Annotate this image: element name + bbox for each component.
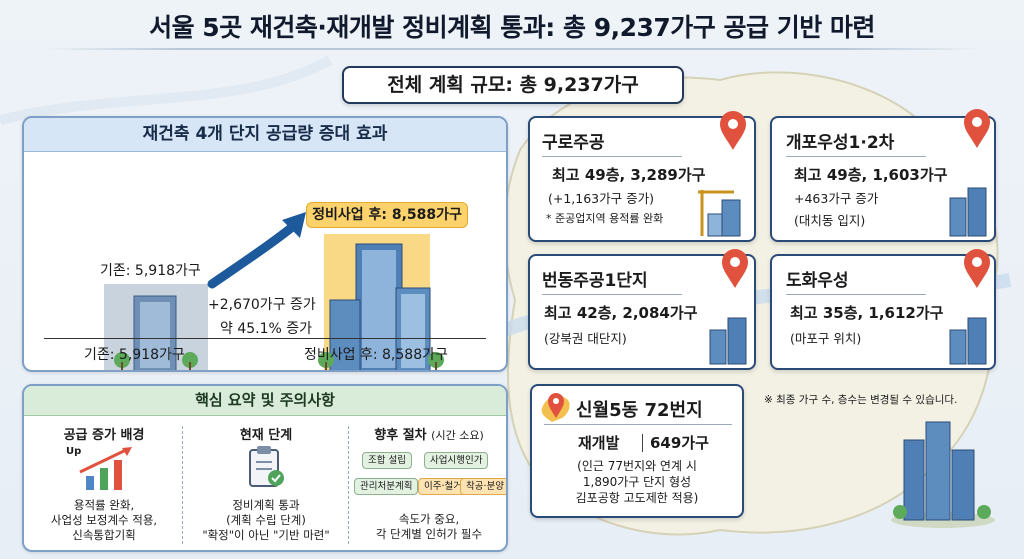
crane-building-icon xyxy=(698,190,741,237)
card-vertical-divider xyxy=(642,434,643,452)
project-card-beondong: 번동주공1단지 최고 42층, 2,084가구 (강북권 대단지) xyxy=(528,249,756,370)
project-name: 구로주공 xyxy=(542,133,605,153)
step-construction: 착공·분양 xyxy=(460,478,506,495)
increase-units-text: +2,670가구 증가 xyxy=(208,297,316,313)
project-detail: +463가구 증가 xyxy=(794,191,879,206)
project-detail: (강북권 대단지) xyxy=(544,331,627,346)
project-units: 649가구 xyxy=(650,434,709,452)
total-scale-box: 전체 계획 규모: 총 9,237가구 xyxy=(342,66,684,104)
step-relocation: 이주·철거 xyxy=(418,478,468,495)
stage-col-title: 현재 단계 xyxy=(239,428,293,443)
summary-panel: 핵심 요약 및 주의사항 공급 증가 배경 Up 용적률 완화, 사업성 보정계… xyxy=(22,384,508,552)
background-line-3: 신속통합기획 xyxy=(72,528,136,542)
city-buildings-icon xyxy=(891,421,995,528)
effect-baseline xyxy=(44,338,486,339)
building-icon xyxy=(949,187,987,237)
supply-effect-panel: 재건축 4개 단지 공급량 증대 효과 xyxy=(22,116,508,372)
summary-divider-1 xyxy=(182,426,183,544)
map-pin-icon xyxy=(722,249,748,288)
increase-percent-text: 약 45.1% 증가 xyxy=(220,321,313,337)
project-card-sinwol: 신월5동 72번지 재개발 649가구 (인근 77번지와 연계 시 1,890… xyxy=(530,384,744,518)
card-divider xyxy=(542,294,682,295)
building-icon xyxy=(709,317,747,365)
background-line-2: 사업성 보정계수 적용, xyxy=(50,513,158,527)
project-line-2: 1,890가구 단지 형성 xyxy=(582,475,692,489)
increase-arrow-icon xyxy=(207,212,306,289)
supply-effect-illustration xyxy=(104,212,444,370)
procedure-col-title: 향후 절차 (시간 소요) xyxy=(354,424,504,443)
project-name: 개포우성1·2차 xyxy=(786,133,895,153)
project-type: 재개발 xyxy=(578,434,620,452)
step-union: 조합 설립 xyxy=(362,452,412,469)
supply-effect-heading: 재건축 4개 단지 공급량 증대 효과 xyxy=(24,118,506,152)
map-pin-icon xyxy=(964,249,990,288)
project-summary: 최고 35층, 1,612가구 xyxy=(790,304,944,322)
project-note: (대치동 입지) xyxy=(794,213,866,228)
up-label: Up xyxy=(66,446,82,457)
project-detail: (마포구 위치) xyxy=(790,331,862,346)
summary-heading: 핵심 요약 및 주의사항 xyxy=(24,386,506,416)
map-pin-icon xyxy=(964,109,990,148)
after-units-badge: 정비사업 후: 8,588가구 xyxy=(306,202,468,228)
map-pin-icon xyxy=(720,111,746,150)
bottom-before-label: 기존: 5,918가구 xyxy=(84,347,185,363)
step-approval: 사업시행인가 xyxy=(424,452,489,469)
procedure-title-text: 향후 절차 xyxy=(374,428,427,443)
project-name: 신월5동 72번지 xyxy=(576,400,703,421)
project-name: 번동주공1단지 xyxy=(542,271,648,291)
project-card-guro: 구로주공 최고 49층, 3,289가구 (+1,163가구 증가) * 준공업… xyxy=(528,111,756,242)
project-detail: (+1,163가구 증가) xyxy=(548,191,654,206)
map-pin-icon xyxy=(541,393,570,422)
background-col-title: 공급 증가 배경 xyxy=(63,428,145,443)
procedure-line-2: 각 단계별 인허가 필수 xyxy=(375,527,483,541)
step-management: 관리처분계획 xyxy=(354,478,419,495)
project-line-3: 김포공항 고도제한 적용) xyxy=(575,491,699,505)
title-divider xyxy=(40,48,984,50)
card-divider xyxy=(786,156,926,157)
before-building-icon xyxy=(114,295,198,370)
project-name: 도화우성 xyxy=(786,271,849,291)
summary-divider-2 xyxy=(348,426,349,544)
page-title: 서울 5곳 재건축·재개발 정비계획 통과: 총 9,237가구 공급 기반 마… xyxy=(149,13,875,42)
after-building-cluster-icon xyxy=(318,243,444,370)
procedure-line-1: 속도가 중요, xyxy=(398,512,460,526)
project-summary: 최고 49층, 1,603가구 xyxy=(794,166,948,184)
before-units-label: 기존: 5,918가구 xyxy=(100,263,201,279)
stage-line-2: (계획 수립 단계) xyxy=(226,513,306,527)
stage-line-3: "확정"이 아닌 "기반 마련" xyxy=(202,528,330,542)
card-divider xyxy=(786,294,926,295)
card-divider xyxy=(542,156,682,157)
procedure-title-sub: (시간 소요) xyxy=(431,429,484,442)
project-summary: 최고 42층, 2,084가구 xyxy=(544,304,698,322)
project-note: * 준공업지역 용적률 완화 xyxy=(546,212,664,225)
card-divider xyxy=(544,424,732,425)
stage-line-1: 정비계획 통과 xyxy=(232,498,300,512)
bottom-after-label: 정비사업 후: 8,588가구 xyxy=(304,347,448,363)
background-line-1: 용적률 완화, xyxy=(73,498,135,512)
bar-chart-up-icon xyxy=(79,447,132,490)
building-icon xyxy=(949,317,987,365)
project-line-1: (인근 77번지와 연계 시 xyxy=(577,459,697,473)
project-card-dohwa: 도화우성 최고 35층, 1,612가구 (마포구 위치) xyxy=(770,249,996,370)
project-summary: 최고 49층, 3,289가구 xyxy=(552,166,706,184)
footnote: ※ 최종 가구 수, 층수는 변경될 수 있습니다. xyxy=(764,394,958,406)
project-card-gaepo: 개포우성1·2차 최고 49층, 1,603가구 +463가구 증가 (대치동 … xyxy=(770,109,996,242)
clipboard-check-icon xyxy=(249,446,284,487)
